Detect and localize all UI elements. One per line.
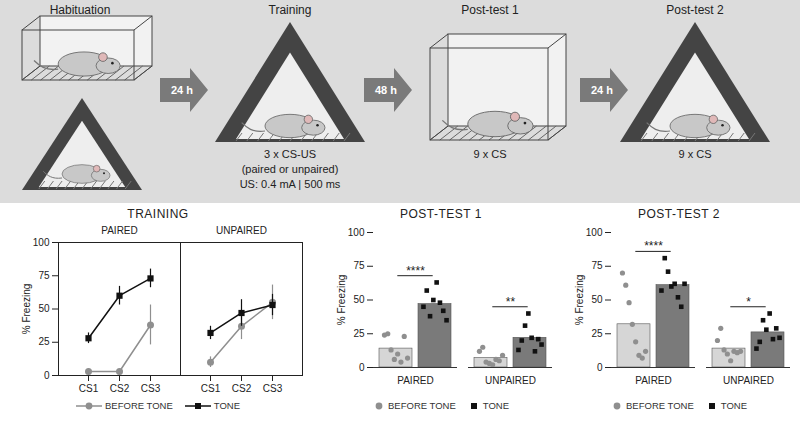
svg-text:UNPAIRED: UNPAIRED — [723, 375, 774, 386]
svg-text:Training: Training — [269, 3, 312, 17]
svg-text:US: 0.4 mA | 500 ms: US: 0.4 mA | 500 ms — [240, 178, 341, 190]
svg-text:CS2: CS2 — [110, 383, 130, 394]
html-text:BEFORE TONE: BEFORE TONE — [626, 400, 694, 411]
svg-text:CS2: CS2 — [232, 383, 252, 394]
svg-text:Post-test 2: Post-test 2 — [666, 3, 724, 17]
svg-text:Post-test 1: Post-test 1 — [461, 3, 519, 17]
svg-text:UNPAIRED: UNPAIRED — [485, 375, 536, 386]
svg-text:75: 75 — [353, 260, 365, 271]
html-text:POST-TEST 2: POST-TEST 2 — [638, 207, 720, 221]
html-text:TONE: TONE — [720, 400, 747, 411]
svg-text:*: * — [746, 295, 751, 309]
svg-text:100: 100 — [33, 237, 50, 248]
svg-text:Habituation: Habituation — [50, 3, 111, 17]
svg-text:PAIRED: PAIRED — [397, 375, 434, 386]
svg-text:**: ** — [506, 295, 516, 309]
svg-text:0: 0 — [597, 362, 603, 373]
svg-text:CS1: CS1 — [201, 383, 221, 394]
svg-text:****: **** — [406, 264, 425, 278]
svg-text:CS3: CS3 — [141, 383, 161, 394]
svg-text:0: 0 — [44, 370, 50, 381]
svg-text:50: 50 — [591, 294, 603, 305]
svg-text:75: 75 — [591, 260, 603, 271]
html-text:BEFORE TONE: BEFORE TONE — [105, 400, 173, 411]
svg-text:9 x CS: 9 x CS — [473, 148, 506, 160]
svg-text:24 h: 24 h — [591, 84, 613, 96]
svg-text:****: **** — [644, 239, 663, 253]
svg-text:% Freezing: % Freezing — [336, 275, 347, 326]
svg-text:100: 100 — [586, 227, 603, 238]
svg-text:CS3: CS3 — [263, 383, 283, 394]
svg-text:50: 50 — [353, 294, 365, 305]
svg-text:25: 25 — [353, 328, 365, 339]
svg-text:50: 50 — [38, 303, 50, 314]
svg-text:0: 0 — [359, 362, 365, 373]
svg-text:25: 25 — [38, 336, 50, 347]
svg-text:% Freezing: % Freezing — [21, 284, 32, 335]
html-text:TRAINING: TRAINING — [127, 207, 189, 221]
svg-text:CS1: CS1 — [79, 383, 99, 394]
svg-text:% Freezing: % Freezing — [574, 275, 585, 326]
svg-text:48 h: 48 h — [375, 84, 397, 96]
html-text:TONE: TONE — [482, 400, 509, 411]
html-text:BEFORE TONE: BEFORE TONE — [388, 400, 456, 411]
svg-text:24 h: 24 h — [171, 84, 193, 96]
svg-text:3 x CS-US: 3 x CS-US — [264, 148, 316, 160]
svg-text:PAIRED: PAIRED — [101, 225, 138, 236]
svg-text:PAIRED: PAIRED — [635, 375, 672, 386]
svg-text:25: 25 — [591, 328, 603, 339]
html-text:POST-TEST 1: POST-TEST 1 — [400, 207, 482, 221]
svg-text:UNPAIRED: UNPAIRED — [216, 225, 267, 236]
svg-text:75: 75 — [38, 270, 50, 281]
svg-text:(paired or unpaired): (paired or unpaired) — [242, 163, 339, 175]
svg-text:100: 100 — [348, 227, 365, 238]
html-text:TONE: TONE — [213, 400, 240, 411]
svg-text:9 x CS: 9 x CS — [678, 148, 711, 160]
